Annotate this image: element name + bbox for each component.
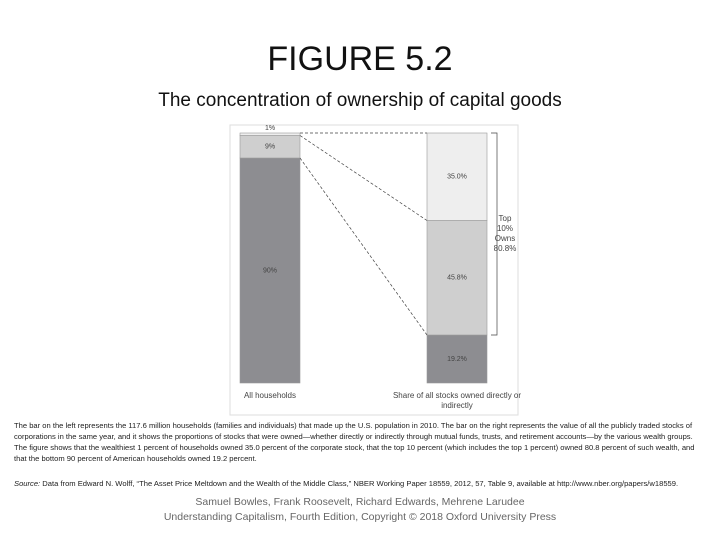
connector <box>299 135 428 221</box>
slide-title: FIGURE 5.2 <box>267 40 453 78</box>
caption: The bar on the left represents the 117.6… <box>14 421 695 463</box>
annotation: Owns <box>495 234 515 243</box>
source: Source: Data from Edward N. Wolff, “The … <box>14 478 706 489</box>
annotation: 10% <box>497 224 513 233</box>
bar-segment <box>239 132 301 136</box>
value-label: 9% <box>265 144 275 151</box>
value-label: 45.8% <box>447 275 467 282</box>
bar-segment <box>239 157 301 384</box>
x-tick-label: All households <box>243 391 297 400</box>
source-label: Source: <box>14 479 41 488</box>
value-label: 35.0% <box>447 174 467 181</box>
bar-segment <box>426 334 488 384</box>
footer-line: Samuel Bowles, Frank Roosevelt, Richard … <box>195 496 525 508</box>
value-label: 1% <box>265 125 275 132</box>
bar-segment <box>426 132 488 221</box>
category-label-box: All households <box>243 391 297 400</box>
x-tick-label: Share of all stocks owned directly or in… <box>392 391 522 410</box>
value-label: 19.2% <box>447 356 467 363</box>
chart: 90% 9% 1% All households 19.2% 45.8% 35.0% Shar… <box>229 124 522 416</box>
footer-line: Understanding Capitalism, Fourth Edition… <box>163 511 557 523</box>
bracket <box>491 132 498 336</box>
annotation: Top <box>499 214 512 223</box>
annotation: 80.8% <box>494 244 517 253</box>
value-label: 90% <box>263 267 277 274</box>
slide-subtitle: The concentration of ownership of capita… <box>158 90 562 111</box>
connector <box>299 157 428 336</box>
source-text: Data from Edward N. Wolff, “The Asset Pr… <box>42 479 679 488</box>
category-label-box: Share of all stocks owned directly or in… <box>392 391 522 410</box>
